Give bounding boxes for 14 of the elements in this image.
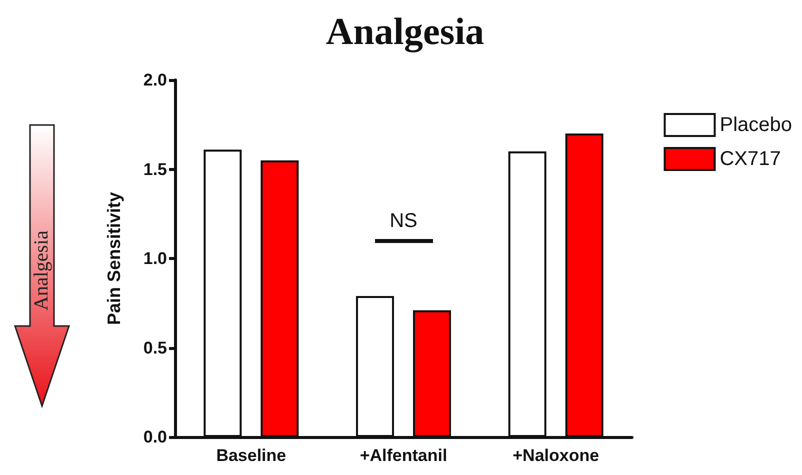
y-tick-label: 1.5 <box>143 160 167 179</box>
y-axis-title: Pain Sensitivity <box>104 192 124 326</box>
chart-title: Analgesia <box>326 11 484 53</box>
y-tick-label: 2.0 <box>143 70 167 90</box>
x-tick-label: +Alfentanil <box>360 446 448 465</box>
y-tick-label: 1.0 <box>143 249 167 268</box>
legend-label: CX717 <box>720 148 781 170</box>
legend-label: Placebo <box>720 114 792 136</box>
text: Analgesia <box>30 230 54 310</box>
x-tick-label: +Naloxone <box>512 446 600 465</box>
x-tick-label: Baseline <box>216 446 286 465</box>
annotation: NS <box>390 210 418 232</box>
y-tick-label: 0.5 <box>143 338 167 358</box>
y-tick-label: 0.0 <box>143 428 167 446</box>
